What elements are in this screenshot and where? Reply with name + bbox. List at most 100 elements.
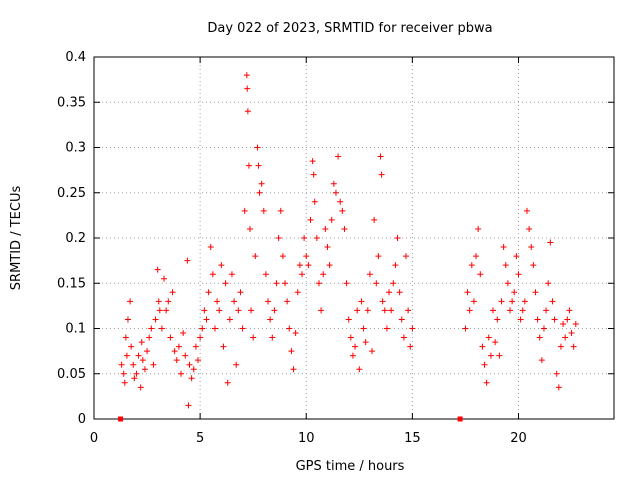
- data-point: [335, 153, 342, 160]
- data-point: [243, 72, 250, 79]
- data-point: [383, 325, 390, 332]
- data-point: [294, 289, 301, 296]
- data-point: [307, 216, 314, 223]
- data-point: [543, 307, 550, 314]
- data-point: [165, 298, 172, 305]
- data-point: [205, 289, 212, 296]
- data-point: [515, 271, 522, 278]
- data-point: [211, 325, 218, 332]
- x-tick-label: 5: [196, 431, 204, 446]
- data-point: [398, 316, 405, 323]
- data-point: [178, 370, 185, 377]
- data-point: [144, 348, 151, 355]
- y-tick-label: 0.4: [65, 50, 86, 65]
- data-point: [407, 343, 414, 350]
- data-point: [275, 235, 282, 241]
- data-point: [124, 316, 131, 323]
- data-point: [277, 207, 284, 214]
- data-point: [311, 198, 318, 205]
- data-point: [201, 307, 208, 314]
- data-point: [564, 316, 571, 323]
- data-point: [265, 298, 272, 305]
- data-point: [557, 343, 564, 350]
- data-point: [256, 189, 263, 196]
- data-point: [122, 334, 129, 341]
- data-point: [358, 298, 365, 305]
- data-point: [502, 262, 509, 269]
- data-point: [309, 158, 316, 165]
- data-point: [269, 334, 276, 341]
- data-point: [511, 289, 518, 296]
- data-point: [536, 334, 543, 341]
- data-point: [248, 307, 255, 314]
- data-point: [532, 289, 539, 296]
- data-point: [572, 320, 579, 327]
- data-point: [290, 366, 297, 373]
- y-tick-label: 0.05: [57, 367, 86, 382]
- data-point: [519, 307, 526, 314]
- data-point: [207, 244, 214, 251]
- data-point: [303, 253, 310, 260]
- data-point: [282, 280, 289, 287]
- axis-ticks: 0 0.05 0.1 0.15 0.2 0.25 0.3 0.35 0.4 0 5 10 15 20: [57, 50, 614, 446]
- data-point: [470, 298, 477, 305]
- data-point: [378, 171, 385, 178]
- data-point: [337, 198, 344, 205]
- data-point: [118, 361, 125, 368]
- data-point: [494, 316, 501, 323]
- chart-title: Day 022 of 2023, SRMTID for receiver pbw…: [207, 21, 492, 36]
- data-point: [568, 330, 575, 337]
- data-point: [473, 253, 480, 260]
- data-point: [379, 298, 386, 305]
- data-point: [292, 330, 299, 337]
- data-point: [373, 280, 380, 287]
- data-point: [492, 339, 499, 346]
- x-tick-label: 15: [404, 431, 421, 446]
- data-point: [477, 271, 484, 278]
- data-point: [377, 153, 384, 160]
- data-point: [218, 262, 225, 269]
- y-axis-label: SRMTID / TECUs: [9, 186, 24, 291]
- data-point: [163, 307, 170, 314]
- data-point: [284, 298, 291, 305]
- data-point: [390, 280, 397, 287]
- data-point: [366, 271, 373, 278]
- data-point: [318, 307, 325, 314]
- data-point: [509, 298, 516, 305]
- data-point: [481, 361, 488, 368]
- data-point: [233, 361, 240, 368]
- data-point: [352, 343, 359, 350]
- zero-marker: [118, 416, 124, 422]
- data-point: [381, 307, 388, 314]
- data-point: [553, 370, 560, 377]
- data-point: [252, 253, 259, 260]
- data-point: [185, 402, 192, 409]
- data-point: [322, 225, 329, 232]
- data-point: [123, 352, 130, 359]
- data-point: [224, 379, 231, 386]
- data-point: [388, 307, 395, 314]
- data-point: [513, 253, 520, 260]
- data-point: [209, 271, 216, 278]
- data-point: [498, 298, 505, 305]
- data-point: [507, 307, 513, 314]
- data-point: [235, 307, 242, 314]
- data-points: [118, 72, 579, 422]
- x-tick-label: 10: [298, 431, 315, 446]
- data-point: [526, 225, 533, 232]
- data-point: [479, 343, 486, 350]
- data-point: [485, 334, 492, 341]
- data-point: [244, 85, 251, 92]
- data-point: [371, 216, 378, 223]
- data-point: [549, 298, 556, 305]
- data-point: [375, 253, 382, 260]
- data-point: [320, 271, 327, 278]
- data-point: [184, 257, 191, 264]
- data-point: [362, 339, 369, 346]
- y-tick-label: 0.25: [57, 186, 86, 201]
- data-point: [330, 180, 337, 187]
- data-point: [273, 280, 280, 287]
- data-point: [400, 334, 407, 341]
- data-point: [547, 239, 554, 246]
